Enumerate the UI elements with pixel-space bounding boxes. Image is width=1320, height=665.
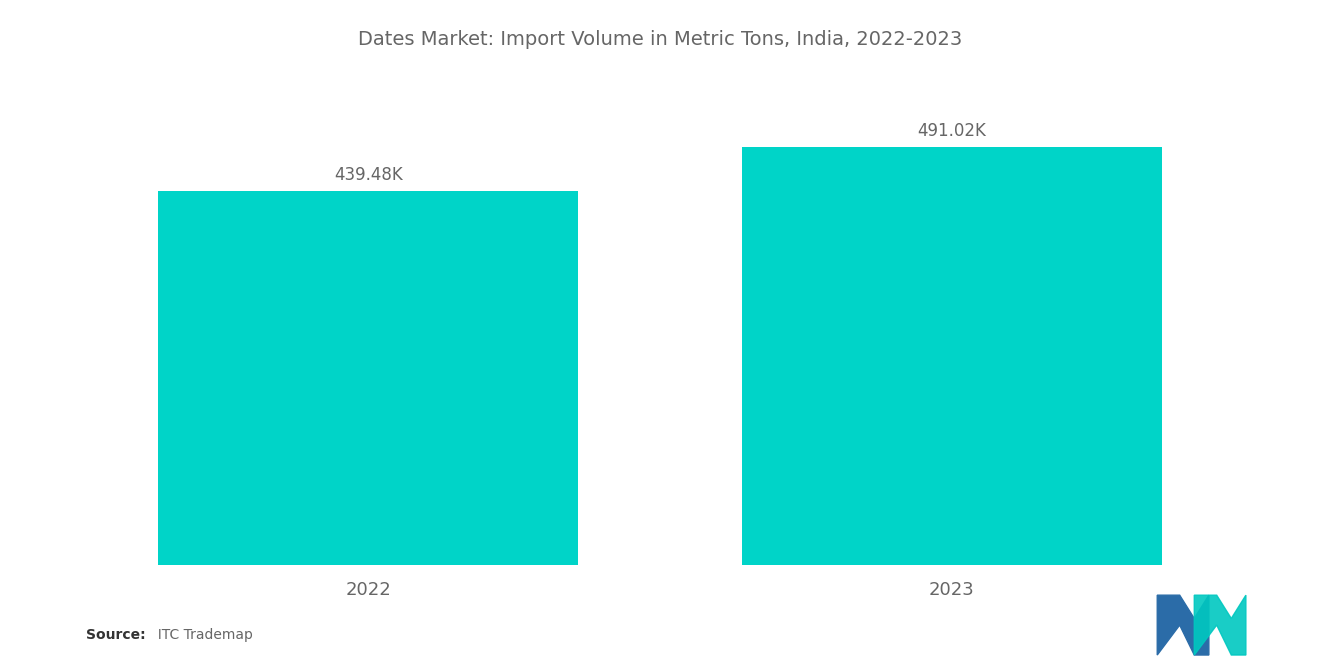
- Text: 439.48K: 439.48K: [334, 166, 403, 184]
- Polygon shape: [1195, 595, 1246, 655]
- Text: Source:: Source:: [86, 628, 145, 642]
- Polygon shape: [1158, 595, 1209, 655]
- Title: Dates Market: Import Volume in Metric Tons, India, 2022-2023: Dates Market: Import Volume in Metric To…: [358, 30, 962, 49]
- Bar: [158, 191, 578, 565]
- Text: 491.02K: 491.02K: [917, 122, 986, 140]
- Text: ITC Trademap: ITC Trademap: [149, 628, 253, 642]
- Bar: [742, 147, 1162, 565]
